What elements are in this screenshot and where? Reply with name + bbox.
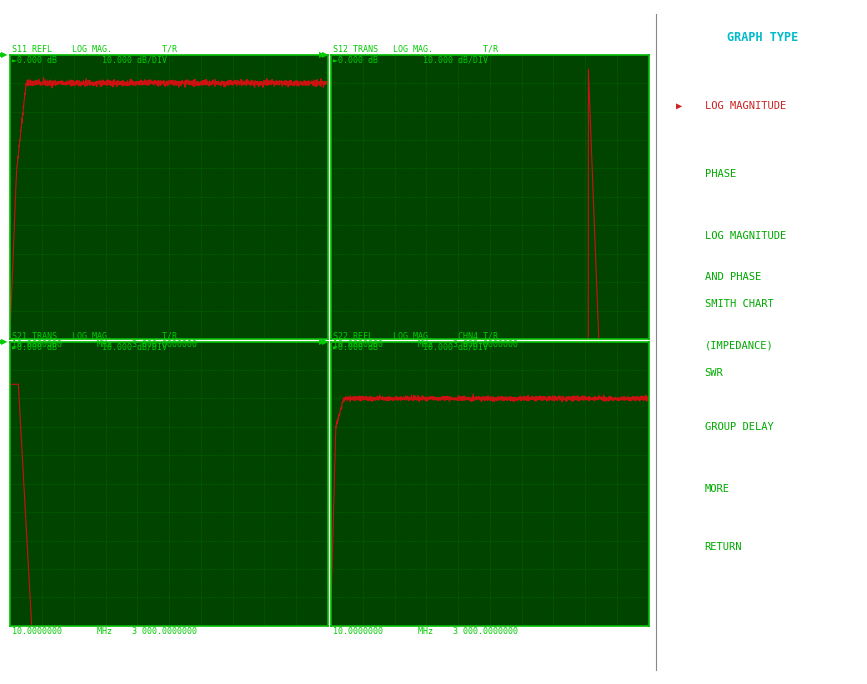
Text: ▶: ▶	[2, 50, 8, 60]
Text: ►0.000 dB         10.000 dB/DIV: ►0.000 dB 10.000 dB/DIV	[333, 343, 488, 352]
Text: ►0.000 dB         10.000 dB/DIV: ►0.000 dB 10.000 dB/DIV	[12, 55, 167, 64]
Text: LOG MAGNITUDE: LOG MAGNITUDE	[705, 231, 786, 241]
Text: SMITH CHART: SMITH CHART	[705, 300, 773, 309]
Text: ▶: ▶	[0, 337, 5, 346]
Text: ▶: ▶	[319, 337, 326, 346]
Text: LOG MAGNITUDE: LOG MAGNITUDE	[705, 101, 786, 111]
Text: 10.0000000       MHz    3 000.0000000: 10.0000000 MHz 3 000.0000000	[333, 627, 518, 636]
Text: 10.0000000       MHz    3 000.0000000: 10.0000000 MHz 3 000.0000000	[12, 341, 197, 350]
Text: ▶: ▶	[323, 337, 329, 346]
Text: ▶: ▶	[2, 337, 8, 346]
Text: S22 REFL    LOG MAG.     CHN4 T/R: S22 REFL LOG MAG. CHN4 T/R	[333, 331, 498, 341]
Text: S12 TRANS   LOG MAG.          T/R: S12 TRANS LOG MAG. T/R	[333, 44, 498, 53]
Text: MORE: MORE	[705, 484, 730, 494]
Text: S11 REFL    LOG MAG.          T/R: S11 REFL LOG MAG. T/R	[12, 44, 177, 53]
Text: AND PHASE: AND PHASE	[705, 272, 761, 282]
Text: SWR: SWR	[705, 368, 723, 378]
Text: 10.0000000       MHz    3 000.0000000: 10.0000000 MHz 3 000.0000000	[12, 627, 197, 636]
Text: ▶: ▶	[675, 101, 681, 111]
Text: GRAPH TYPE: GRAPH TYPE	[727, 31, 799, 44]
Text: S21 TRANS   LOG MAG.          T/R: S21 TRANS LOG MAG. T/R	[12, 331, 177, 341]
Text: ▶: ▶	[0, 50, 5, 60]
Text: ►0.000 dB         10.000 dB/DIV: ►0.000 dB 10.000 dB/DIV	[333, 55, 488, 64]
Text: ▶: ▶	[319, 50, 326, 60]
Text: ▶: ▶	[323, 50, 329, 60]
Text: (IMPEDANCE): (IMPEDANCE)	[705, 341, 773, 350]
Text: ►0.000 dB         10.000 dB/DIV: ►0.000 dB 10.000 dB/DIV	[12, 343, 167, 352]
Text: RETURN: RETURN	[705, 542, 742, 552]
Text: 10.0000000       MHz    3 000.0000000: 10.0000000 MHz 3 000.0000000	[333, 341, 518, 350]
Text: GROUP DELAY: GROUP DELAY	[705, 423, 773, 432]
Text: PHASE: PHASE	[705, 170, 736, 179]
